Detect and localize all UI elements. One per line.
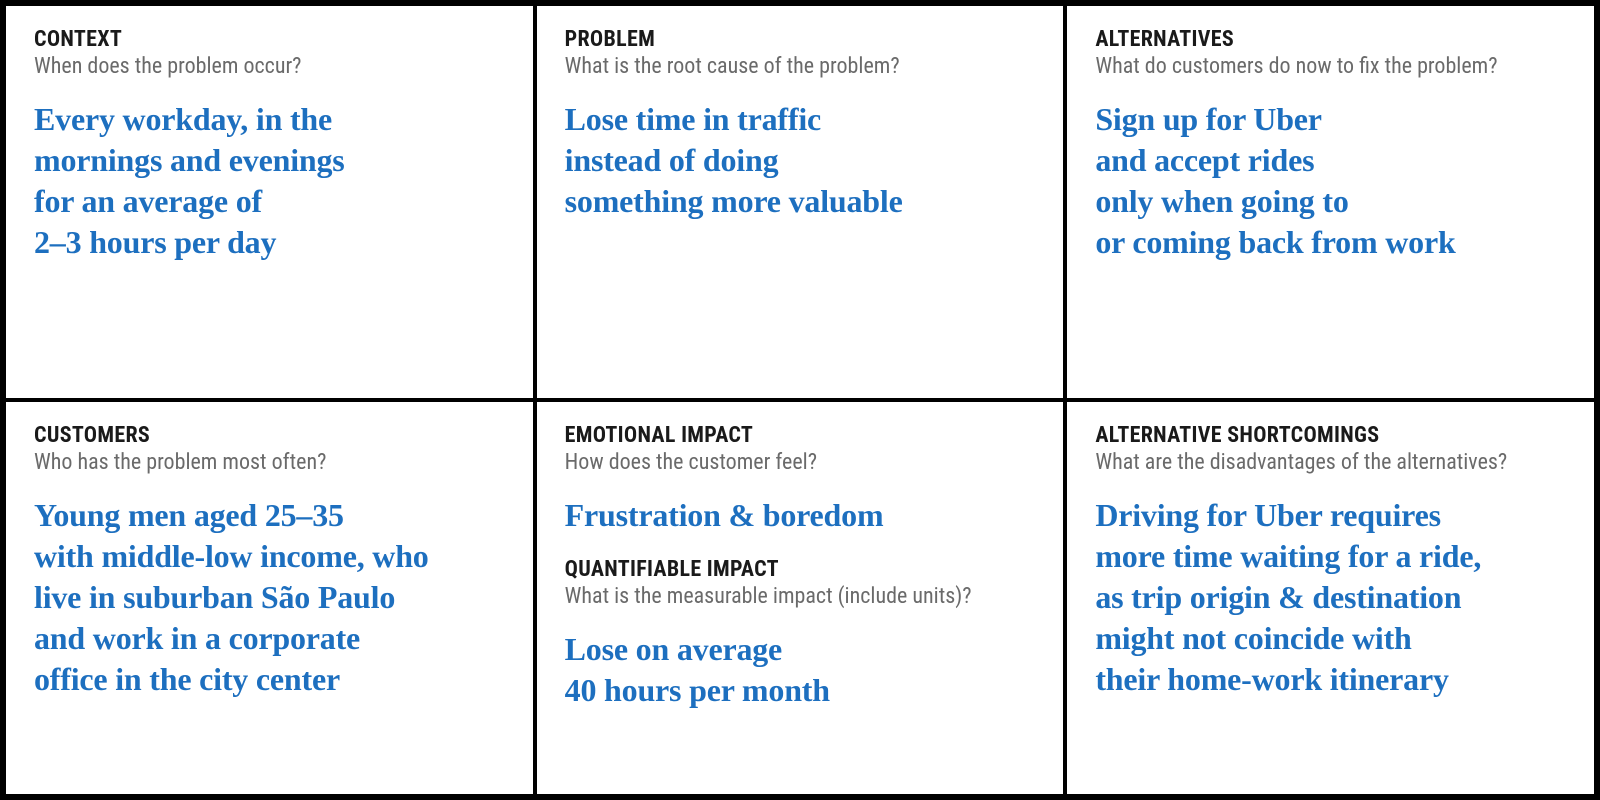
cell-problem: PROBLEM What is the root cause of the pr… [535,4,1066,400]
heading-context: CONTEXT [34,28,505,52]
cell-context: CONTEXT When does the problem occur? Eve… [4,4,535,400]
answer-customers: Young men aged 25–35 with middle-low inc… [34,495,505,700]
block-alternatives: ALTERNATIVES What do customers do now to… [1095,28,1566,263]
subheading-problem: What is the root cause of the problem? [565,54,1036,81]
answer-quantifiable-impact: Lose on average 40 hours per month [565,629,1036,711]
block-emotional-impact: EMOTIONAL IMPACT How does the customer f… [565,424,1036,536]
subheading-alternatives: What do customers do now to fix the prob… [1095,54,1566,81]
cell-shortcomings: ALTERNATIVE SHORTCOMINGS What are the di… [1065,400,1596,796]
heading-shortcomings: ALTERNATIVE SHORTCOMINGS [1095,424,1566,448]
block-quantifiable-impact: QUANTIFIABLE IMPACT What is the measurab… [565,558,1036,711]
answer-alternatives: Sign up for Uber and accept rides only w… [1095,99,1566,263]
answer-shortcomings: Driving for Uber requires more time wait… [1095,495,1566,700]
answer-context: Every workday, in the mornings and eveni… [34,99,505,263]
heading-alternatives: ALTERNATIVES [1095,28,1566,52]
block-problem: PROBLEM What is the root cause of the pr… [565,28,1036,222]
answer-emotional-impact: Frustration & boredom [565,495,1036,536]
block-customers: CUSTOMERS Who has the problem most often… [34,424,505,700]
block-context: CONTEXT When does the problem occur? Eve… [34,28,505,263]
subheading-context: When does the problem occur? [34,54,505,81]
heading-problem: PROBLEM [565,28,1036,52]
block-shortcomings: ALTERNATIVE SHORTCOMINGS What are the di… [1095,424,1566,700]
subheading-shortcomings: What are the disadvantages of the altern… [1095,450,1566,477]
heading-quantifiable-impact: QUANTIFIABLE IMPACT [565,558,1036,582]
subheading-customers: Who has the problem most often? [34,450,505,477]
cell-customers: CUSTOMERS Who has the problem most often… [4,400,535,796]
subheading-quantifiable-impact: What is the measurable impact (include u… [565,584,1036,611]
problem-canvas: CONTEXT When does the problem occur? Eve… [0,0,1600,800]
cell-alternatives: ALTERNATIVES What do customers do now to… [1065,4,1596,400]
subheading-emotional-impact: How does the customer feel? [565,450,1036,477]
answer-problem: Lose time in traffic instead of doing so… [565,99,1036,222]
heading-customers: CUSTOMERS [34,424,505,448]
heading-emotional-impact: EMOTIONAL IMPACT [565,424,1036,448]
cell-impact: EMOTIONAL IMPACT How does the customer f… [535,400,1066,796]
